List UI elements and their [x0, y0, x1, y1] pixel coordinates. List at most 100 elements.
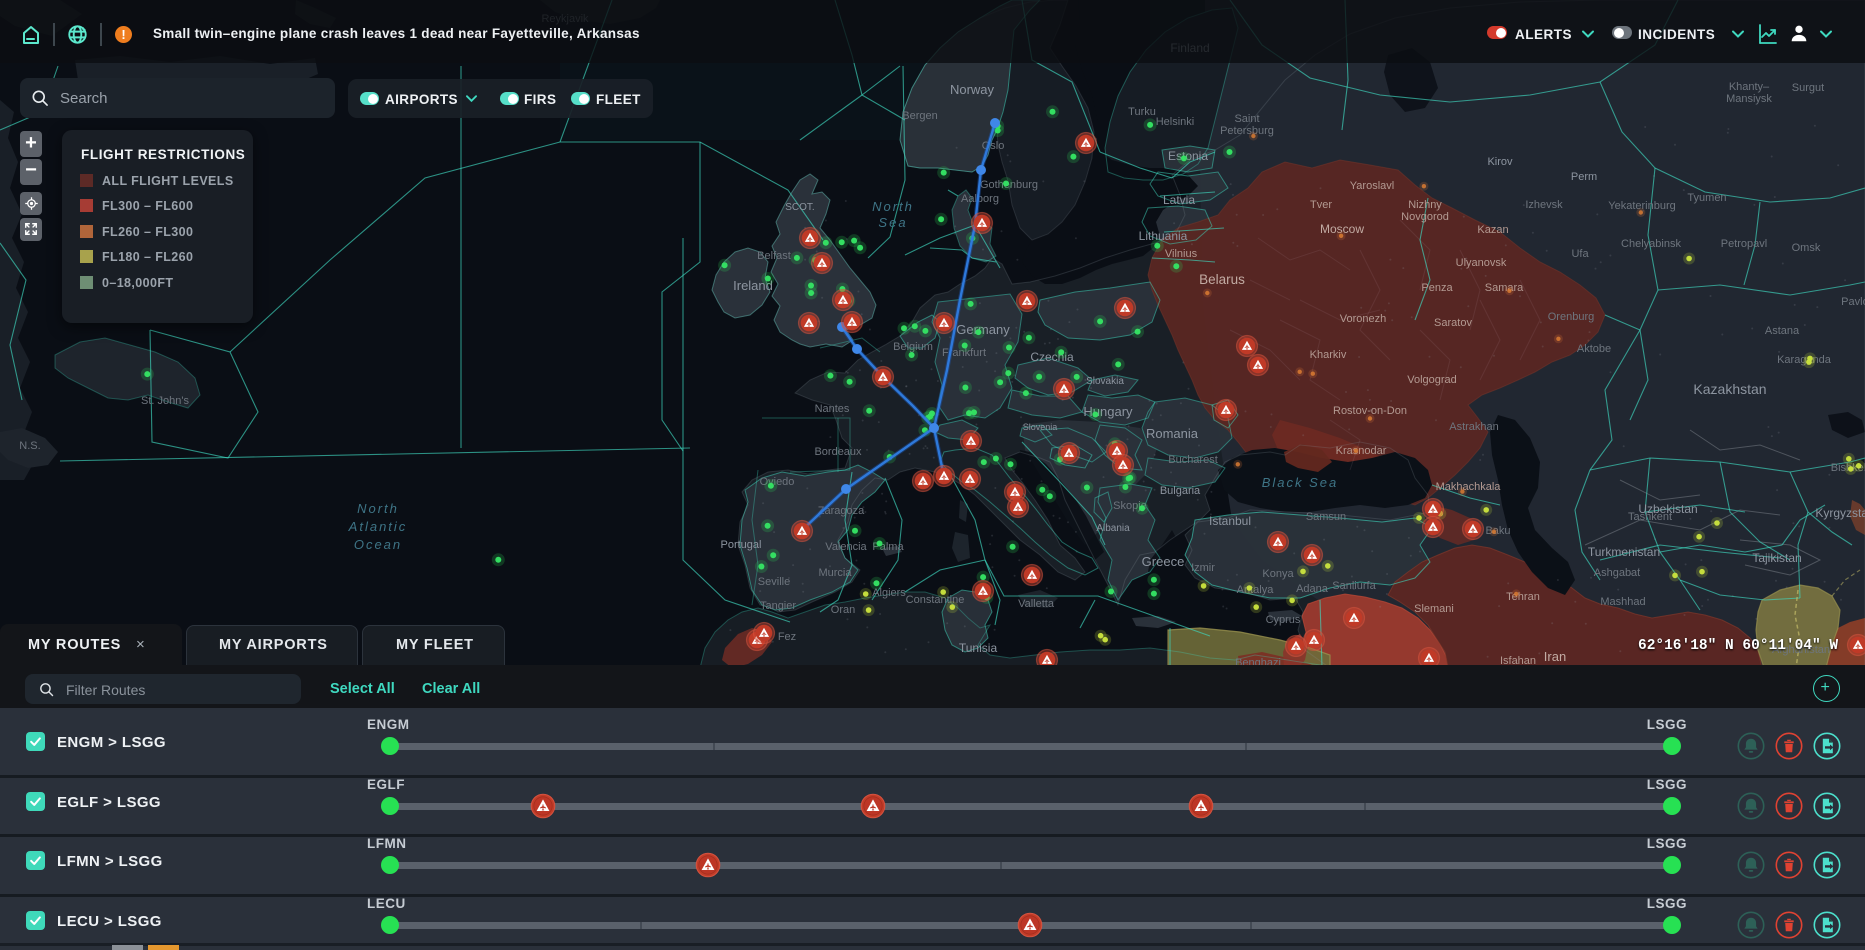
svg-text:Skopje: Skopje [1113, 500, 1147, 512]
svg-text:Omsk: Omsk [1792, 242, 1821, 254]
svg-text:Bergen: Bergen [902, 110, 937, 122]
svg-text:Kyrgyzstan: Kyrgyzstan [1815, 506, 1865, 520]
svg-text:Karaganda: Karaganda [1777, 354, 1832, 366]
svg-text:Petersburg: Petersburg [1220, 125, 1274, 137]
svg-text:Tangier: Tangier [760, 600, 796, 612]
svg-text:Bulgaria: Bulgaria [1160, 485, 1201, 497]
svg-text:Adana: Adana [1296, 583, 1329, 595]
svg-text:Belarus: Belarus [1199, 272, 1245, 287]
svg-text:Tver: Tver [1310, 199, 1332, 211]
svg-text:Zaragoza: Zaragoza [818, 505, 865, 517]
svg-text:Helsinki: Helsinki [1156, 116, 1195, 128]
svg-text:Pavlod: Pavlod [1841, 296, 1865, 308]
svg-text:Konya: Konya [1262, 568, 1294, 580]
svg-text:Makhachkala: Makhachkala [1436, 481, 1502, 493]
svg-text:Izmir: Izmir [1191, 562, 1215, 574]
svg-text:Novgorod: Novgorod [1401, 211, 1449, 223]
svg-text:Nizhny: Nizhny [1408, 199, 1442, 211]
svg-text:Valencia: Valencia [825, 541, 867, 553]
svg-text:Tunisia: Tunisia [959, 641, 998, 655]
svg-text:Ulyanovsk: Ulyanovsk [1456, 257, 1507, 269]
svg-text:Sea: Sea [878, 215, 907, 230]
svg-text:Istanbul: Istanbul [1209, 514, 1251, 528]
svg-text:Sanliurfa: Sanliurfa [1332, 580, 1376, 592]
svg-text:Ireland: Ireland [733, 278, 773, 293]
svg-text:Latvia: Latvia [1163, 193, 1195, 207]
svg-text:Petropavl: Petropavl [1721, 238, 1767, 250]
svg-text:Perm: Perm [1571, 171, 1597, 183]
svg-text:Rostov-on-Don: Rostov-on-Don [1333, 405, 1407, 417]
svg-text:Ocean: Ocean [354, 537, 402, 552]
svg-text:Murcia: Murcia [818, 567, 852, 579]
svg-text:Samara: Samara [1485, 282, 1524, 294]
svg-text:Uzbekistan: Uzbekistan [1638, 502, 1697, 516]
svg-text:Afghanistan: Afghanistan [1772, 644, 1830, 656]
svg-text:Isfahan: Isfahan [1500, 655, 1536, 667]
svg-text:Turkmenistan: Turkmenistan [1588, 545, 1660, 559]
svg-text:Aalborg: Aalborg [961, 193, 999, 205]
svg-text:Norway: Norway [950, 82, 995, 97]
svg-text:Turku: Turku [1128, 106, 1156, 118]
svg-text:Kirov: Kirov [1487, 156, 1513, 168]
svg-text:North: North [872, 199, 914, 214]
svg-text:Algiers: Algiers [872, 587, 906, 599]
svg-text:Ufa: Ufa [1571, 248, 1589, 260]
svg-text:Kharkiv: Kharkiv [1310, 349, 1347, 361]
svg-text:Frankfurt: Frankfurt [942, 347, 986, 359]
svg-text:Slovenia: Slovenia [1023, 422, 1058, 432]
svg-text:Tyumen: Tyumen [1687, 192, 1726, 204]
svg-text:Moscow: Moscow [1320, 222, 1364, 236]
svg-text:Astrakhan: Astrakhan [1449, 421, 1499, 433]
svg-text:Kazan: Kazan [1477, 224, 1508, 236]
svg-text:Izhevsk: Izhevsk [1525, 199, 1563, 211]
svg-text:Slovakia: Slovakia [1086, 376, 1124, 387]
svg-text:Tehran: Tehran [1506, 591, 1540, 603]
svg-text:Belfast: Belfast [757, 250, 791, 262]
svg-text:Orenburg: Orenburg [1548, 311, 1594, 323]
svg-text:Gothenburg: Gothenburg [980, 179, 1038, 191]
svg-text:Ashgabat: Ashgabat [1594, 567, 1640, 579]
svg-text:Saratov: Saratov [1434, 317, 1472, 329]
svg-text:Romania: Romania [1146, 426, 1199, 441]
svg-text:Volgograd: Volgograd [1407, 374, 1457, 386]
svg-text:Yekaterinburg: Yekaterinburg [1608, 200, 1675, 212]
svg-text:Greece: Greece [1142, 554, 1185, 569]
svg-text:Valletta: Valletta [1018, 598, 1055, 610]
svg-text:Belgium: Belgium [893, 341, 933, 353]
svg-text:Saint: Saint [1234, 113, 1259, 125]
svg-text:Mashhad: Mashhad [1600, 596, 1645, 608]
svg-text:Fez: Fez [778, 631, 796, 643]
svg-text:Tajikistan: Tajikistan [1752, 551, 1801, 565]
svg-text:Yaroslavl: Yaroslavl [1350, 180, 1394, 192]
svg-text:Kazakhstan: Kazakhstan [1693, 381, 1766, 397]
svg-text:Estonia: Estonia [1168, 149, 1208, 163]
svg-text:Black Sea: Black Sea [1262, 475, 1339, 490]
svg-text:Antalya: Antalya [1237, 584, 1275, 596]
svg-text:SCOT.: SCOT. [785, 202, 814, 213]
svg-text:Vilnius: Vilnius [1165, 248, 1198, 260]
svg-text:St. John's: St. John's [141, 395, 189, 407]
svg-text:Nantes: Nantes [815, 403, 850, 415]
svg-text:Iran: Iran [1544, 649, 1566, 664]
svg-text:Germany: Germany [956, 322, 1010, 337]
svg-text:Aktobe: Aktobe [1577, 343, 1611, 355]
svg-text:Oran: Oran [831, 604, 855, 616]
svg-text:Seville: Seville [758, 576, 790, 588]
svg-text:Baku: Baku [1485, 525, 1510, 537]
svg-text:Chelyabinsk: Chelyabinsk [1621, 238, 1681, 250]
svg-text:Voronezh: Voronezh [1340, 313, 1386, 325]
svg-text:Slemani: Slemani [1414, 603, 1454, 615]
svg-text:Bordeaux: Bordeaux [814, 446, 862, 458]
svg-text:Samsun: Samsun [1306, 511, 1346, 523]
svg-text:Atlantic: Atlantic [348, 519, 408, 534]
svg-text:Bucharest: Bucharest [1168, 454, 1218, 466]
svg-text:Astana: Astana [1765, 325, 1800, 337]
svg-text:Cyprus: Cyprus [1266, 614, 1301, 626]
svg-text:Penza: Penza [1421, 282, 1453, 294]
svg-text:Tashkent: Tashkent [1628, 511, 1672, 523]
svg-text:N.S.: N.S. [19, 440, 40, 452]
svg-text:Krasnodar: Krasnodar [1336, 445, 1387, 457]
svg-text:Lithuania: Lithuania [1139, 229, 1188, 243]
svg-text:Surgut: Surgut [1792, 82, 1824, 94]
svg-text:Constantine: Constantine [906, 594, 965, 606]
